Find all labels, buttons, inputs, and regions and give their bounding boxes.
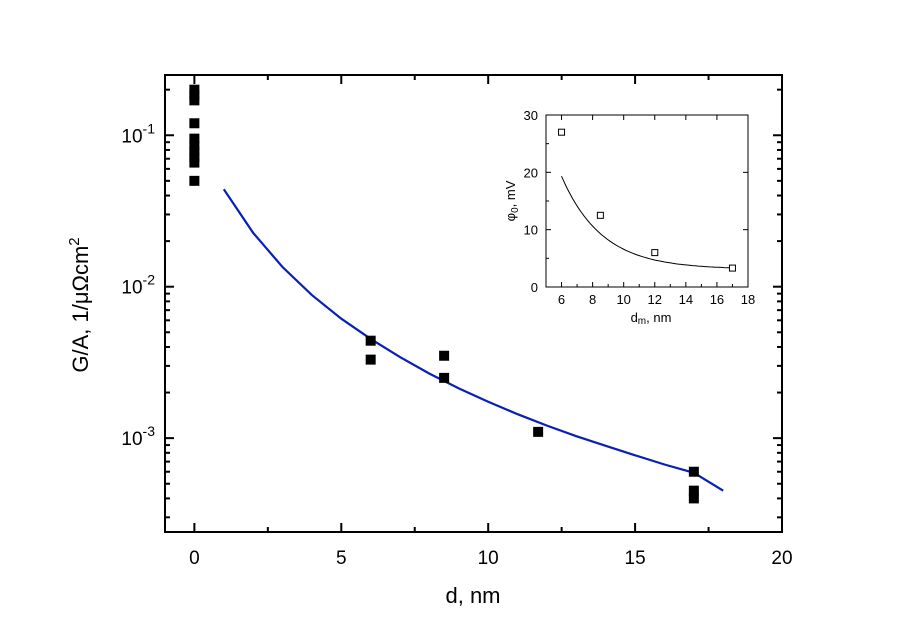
inset-y-axis-title: φ0, mV <box>503 180 521 221</box>
main-y-axis-title-sup: 2 <box>66 237 83 245</box>
main-data-point <box>365 335 376 346</box>
main-x-tick-label: 10 <box>478 548 499 569</box>
main-data-point <box>533 426 544 437</box>
main-fit-curve-layer <box>222 188 724 492</box>
main-y-axis-title-main: G/A, 1/μΩcm <box>68 246 93 373</box>
main-data-point <box>189 157 200 168</box>
inset-x-axis-title-sub: m <box>638 316 646 327</box>
main-data-point <box>688 493 699 504</box>
main-data-point <box>189 95 200 106</box>
main-fit-curve <box>222 188 724 492</box>
main-x-tick-label: 5 <box>336 548 347 569</box>
inset-x-tick-label: 16 <box>710 292 724 307</box>
inset-x-axis-title-rest: , nm <box>646 310 671 325</box>
main-data-point <box>365 354 376 365</box>
inset-x-tick-label: 18 <box>741 292 755 307</box>
main-data-point <box>189 140 200 151</box>
main-x-axis-title: d, nm <box>445 583 500 608</box>
main-data-point <box>189 151 200 162</box>
main-data-point <box>189 89 200 100</box>
main-data-point <box>189 84 200 95</box>
inset-y-tick-label: 0 <box>531 280 538 295</box>
inset-data-point <box>728 264 736 272</box>
main-x-tick-label: 0 <box>189 548 200 569</box>
inset-x-tick-label: 12 <box>648 292 662 307</box>
inset-y-axis-title-sub: 0 <box>510 207 521 213</box>
main-y-tick-label: 10-3 <box>121 423 155 450</box>
main-plot-frame <box>164 74 783 533</box>
main-x-tick-label: 15 <box>625 548 646 569</box>
inset-x-tick-label: 14 <box>679 292 693 307</box>
inset-tick-labels: 6 8 10 12 14 16 18 0 10 20 30 <box>524 108 756 307</box>
main-data-points <box>189 84 699 504</box>
main-x-tick-label: 20 <box>771 548 792 569</box>
main-data-point <box>189 133 200 144</box>
inset-y-tick-label: 20 <box>524 165 538 180</box>
inset-y-axis-title-rest: , mV <box>503 180 518 207</box>
main-data-point <box>189 118 200 129</box>
inset-x-axis-title-main: d <box>631 310 638 325</box>
main-y-tick-label-exp: -2 <box>143 272 156 288</box>
main-y-tick-label-base: 10 <box>121 126 142 147</box>
inset-background <box>546 115 748 287</box>
inset-y-axis-title-main: φ <box>503 213 518 221</box>
inset-fit-curve-layer <box>561 175 733 269</box>
main-y-tick-label-exp: -1 <box>143 120 156 136</box>
inset-data-points <box>558 128 736 272</box>
main-data-point <box>189 175 200 186</box>
main-data-point <box>439 350 450 361</box>
main-data-point <box>189 146 200 157</box>
inset-y-tick-label: 30 <box>524 108 538 123</box>
inset-data-point <box>596 211 604 219</box>
inset-data-point <box>558 128 566 136</box>
inset-plot-frame <box>545 114 749 288</box>
main-y-tick-label-exp: -3 <box>143 423 156 439</box>
inset-x-axis-title: dm, nm <box>631 310 672 327</box>
inset-data-point <box>651 249 659 257</box>
inset-x-tick-label: 8 <box>589 292 596 307</box>
inset-y-tick-label: 10 <box>524 223 538 238</box>
inset-x-tick-label: 6 <box>558 292 565 307</box>
main-data-point <box>688 466 699 477</box>
main-y-tick-label: 10-1 <box>121 120 155 147</box>
main-data-point <box>688 485 699 496</box>
main-y-tick-label-base: 10 <box>121 278 142 299</box>
main-data-point <box>439 372 450 383</box>
main-y-tick-label: 10-2 <box>121 272 155 299</box>
main-y-axis-title: G/A, 1/μΩcm2 <box>66 237 93 372</box>
main-y-tick-label-base: 10 <box>121 429 142 450</box>
inset-fit-curve <box>561 175 733 269</box>
inset-x-tick-label: 10 <box>616 292 630 307</box>
